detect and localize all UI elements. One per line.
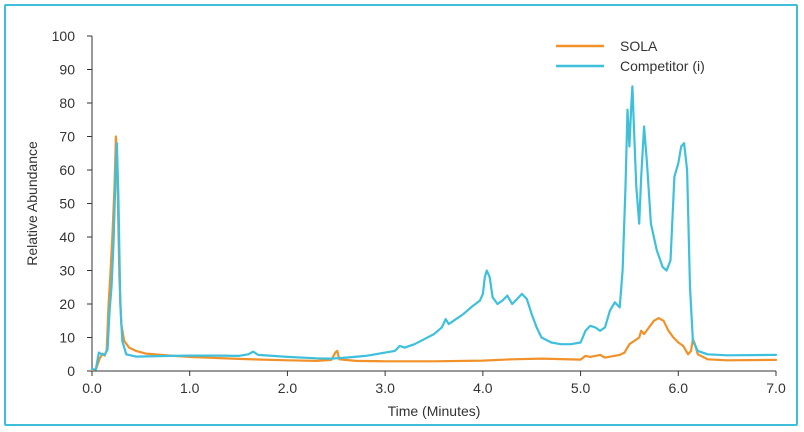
y-tick-label: 50 [59,196,75,212]
x-axis-title: Time (Minutes) [388,403,481,419]
x-tick-label: 6.0 [669,380,689,396]
x-ticks: 0.0 1.0 2.0 3.0 4.0 5.0 6.0 7.0 [82,371,786,396]
y-tick-label: 70 [59,129,75,145]
series-line-competitor [90,85,778,371]
x-tick-label: 3.0 [375,380,395,396]
x-tick-label: 0.0 [82,380,102,396]
x-tick-label: 5.0 [571,380,591,396]
x-tick-label: 1.0 [180,380,200,396]
y-tick-label: 60 [59,162,75,178]
y-tick-label: 100 [52,28,76,44]
y-tick-label: 80 [59,95,75,111]
series-layer [90,85,778,372]
series-line-sola [90,135,778,372]
legend: SOLA Competitor (i) [556,38,705,74]
legend-label: Competitor (i) [620,58,705,74]
y-axis-title: Relative Abundance [24,141,40,266]
y-ticks: 0 10 20 30 40 50 60 70 80 90 100 [52,28,92,379]
legend-label: SOLA [620,38,658,54]
x-tick-label: 2.0 [278,380,298,396]
x-tick-label: 7.0 [766,380,786,396]
y-tick-label: 10 [59,330,75,346]
y-tick-label: 30 [59,263,75,279]
x-tick-label: 4.0 [473,380,493,396]
y-tick-label: 90 [59,62,75,78]
y-tick-label: 20 [59,296,75,312]
y-tick-label: 40 [59,229,75,245]
y-tick-label: 0 [67,363,75,379]
